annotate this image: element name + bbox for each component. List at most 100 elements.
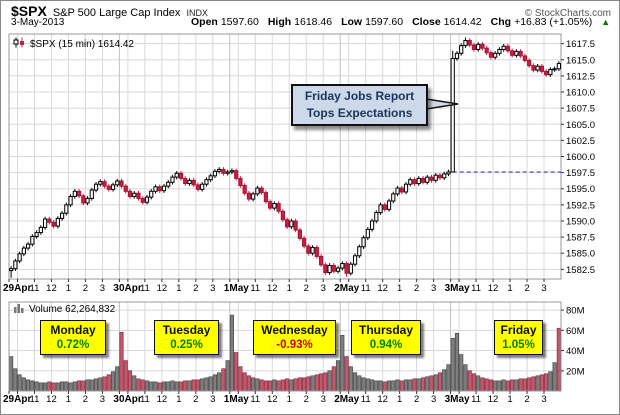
price-chart: 1617.5 1615.0 1612.5 1610.0 1607.5 1605.0 1602… bbox=[3, 33, 595, 294]
candle-body bbox=[263, 192, 268, 203]
quote-open: Open 1597.60 bbox=[191, 16, 259, 28]
annotation-callout: Friday Jobs Report Tops Expectations bbox=[291, 84, 428, 126]
candle-body bbox=[212, 170, 218, 177]
open-value: 1597.60 bbox=[220, 16, 259, 28]
volume-bar bbox=[157, 382, 162, 392]
volume-bar bbox=[132, 375, 137, 392]
day-tick-label: 2May bbox=[334, 283, 359, 294]
candle-body bbox=[81, 195, 86, 204]
candle-body bbox=[280, 210, 285, 221]
volume-bar bbox=[293, 378, 298, 392]
candle-body bbox=[374, 212, 379, 222]
candle-body bbox=[293, 220, 298, 231]
volume-bar bbox=[64, 381, 69, 392]
candle-body bbox=[497, 48, 502, 54]
volume-bar bbox=[17, 374, 22, 392]
candle-body bbox=[378, 204, 383, 214]
volume-bar bbox=[242, 372, 247, 392]
volume-bar bbox=[229, 314, 234, 392]
candle-body bbox=[556, 63, 561, 70]
day-tick-label: 1May bbox=[224, 394, 249, 405]
candle-body bbox=[442, 173, 447, 179]
candle-body bbox=[149, 190, 154, 198]
day-summary-monday: Monday 0.72% bbox=[40, 320, 106, 355]
volume-tick-label: 80M bbox=[566, 306, 585, 317]
hour-tick-label: 12 bbox=[377, 283, 388, 294]
volume-bar bbox=[454, 332, 460, 392]
price-tick-label: 1585.0 bbox=[566, 249, 595, 260]
hour-tick-label: 11 bbox=[250, 283, 260, 294]
volume-bar bbox=[420, 377, 426, 392]
hour-tick-label: 2 bbox=[193, 394, 198, 405]
candle-body bbox=[510, 50, 515, 56]
candle-body bbox=[437, 174, 443, 179]
close-label: Close bbox=[412, 16, 441, 28]
volume-bar bbox=[251, 377, 256, 392]
volume-legend: Volume 62,264,832 bbox=[13, 302, 115, 316]
price-tick-label: 1605.0 bbox=[566, 120, 595, 131]
candle-body bbox=[119, 180, 124, 187]
candle-body bbox=[229, 170, 235, 173]
day-tick-label: 30Apr bbox=[113, 394, 141, 405]
change-label: Chg bbox=[490, 16, 512, 28]
candle-body bbox=[433, 174, 438, 181]
volume-bar bbox=[238, 366, 243, 392]
quote-change: Chg +16.83 (+1.05%) bbox=[491, 16, 593, 28]
hour-tick-label: 3 bbox=[321, 394, 326, 405]
low-label: Low bbox=[341, 16, 363, 28]
hour-tick-label: 12 bbox=[267, 283, 278, 294]
candle-body bbox=[391, 193, 396, 202]
candle-body bbox=[115, 180, 120, 186]
price-tick-label: 1612.5 bbox=[566, 71, 595, 82]
day-tick-label: 1May bbox=[224, 283, 249, 294]
open-label: Open bbox=[191, 16, 218, 28]
volume-bar bbox=[556, 327, 561, 392]
volume-bar bbox=[463, 364, 468, 392]
quote-row: 3-May-2013 Open 1597.60 High 1618.46 Low 15… bbox=[11, 16, 611, 28]
candle-body bbox=[191, 179, 196, 186]
hour-tick-label: 11 bbox=[30, 283, 40, 294]
hour-tick-label: 1 bbox=[176, 394, 181, 405]
candle-body bbox=[272, 203, 277, 209]
volume-bar bbox=[403, 379, 409, 392]
volume-bar bbox=[217, 372, 222, 392]
day-pct: -0.93% bbox=[276, 339, 313, 351]
candle-body bbox=[246, 192, 252, 200]
price-legend: $SPX (15 min) 1614.42 bbox=[13, 37, 134, 51]
low-value: 1597.60 bbox=[365, 16, 404, 28]
hour-tick-label: 3 bbox=[210, 283, 215, 294]
candle-body bbox=[98, 181, 103, 185]
volume-bar bbox=[306, 376, 311, 392]
volume-bar bbox=[539, 374, 544, 392]
volume-bar bbox=[378, 380, 383, 392]
volume-bar bbox=[187, 380, 192, 392]
volume-bar bbox=[429, 375, 434, 392]
day-name: Thursday bbox=[358, 323, 413, 337]
candle-body bbox=[365, 228, 370, 239]
volume-bar bbox=[98, 377, 103, 392]
volume-bar bbox=[115, 366, 120, 392]
chart-header: $SPX S&P 500 Large Cap Index INDX © Stoc… bbox=[11, 3, 611, 19]
day-tick-label: 3May bbox=[445, 394, 470, 405]
up-arrow-icon: ▲ bbox=[601, 17, 611, 27]
candle-body bbox=[348, 263, 353, 274]
hour-tick-label: 2 bbox=[83, 394, 88, 405]
volume-bar bbox=[221, 368, 226, 392]
volume-bar bbox=[280, 379, 285, 392]
price-tick-label: 1592.5 bbox=[566, 200, 595, 211]
quote-close: Close 1614.42 bbox=[412, 16, 482, 28]
candle-body bbox=[136, 192, 141, 199]
volume-bar bbox=[501, 379, 506, 392]
volume-bar bbox=[89, 379, 94, 392]
candle-body bbox=[72, 190, 77, 197]
candle-body bbox=[412, 179, 417, 185]
candle-body bbox=[153, 186, 158, 192]
candle-body bbox=[170, 176, 175, 183]
day-pct: 0.72% bbox=[56, 339, 90, 351]
candle-body bbox=[140, 197, 145, 203]
candle-body bbox=[17, 253, 22, 262]
hour-tick-label: 1 bbox=[507, 283, 512, 294]
volume-bar bbox=[204, 377, 209, 392]
candle-body bbox=[276, 203, 281, 212]
volume-bar bbox=[335, 360, 341, 392]
